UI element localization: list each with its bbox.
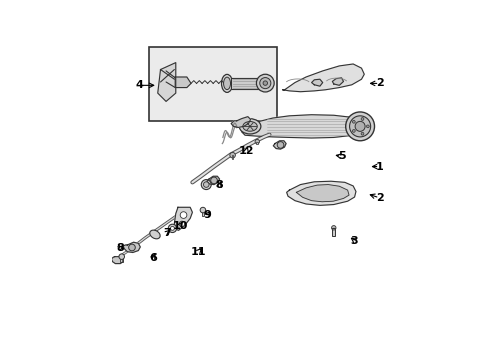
Bar [201,210,204,216]
Ellipse shape [223,77,230,90]
Polygon shape [111,257,123,264]
Circle shape [179,221,184,227]
Circle shape [180,212,186,219]
Ellipse shape [239,119,260,134]
Circle shape [259,77,270,89]
Bar [120,257,123,262]
Text: 7: 7 [163,228,170,238]
Circle shape [119,254,124,260]
Circle shape [170,226,174,230]
Bar [231,155,233,159]
Text: 2: 2 [375,193,383,203]
Polygon shape [158,63,175,102]
Polygon shape [296,185,348,202]
Circle shape [360,132,363,135]
Bar [256,141,258,144]
Ellipse shape [221,75,232,93]
Polygon shape [206,176,219,185]
Text: 9: 9 [203,210,211,220]
Circle shape [255,139,259,144]
Circle shape [263,81,267,85]
Circle shape [345,112,374,141]
Circle shape [349,116,370,137]
Ellipse shape [149,230,160,239]
Circle shape [201,180,211,190]
Circle shape [352,120,354,123]
Polygon shape [332,78,343,85]
Polygon shape [175,77,191,87]
Polygon shape [311,79,322,86]
Text: 5: 5 [337,151,345,161]
Polygon shape [174,207,192,230]
Polygon shape [273,141,285,149]
Polygon shape [282,64,364,92]
Circle shape [277,141,284,148]
Circle shape [200,207,205,213]
Circle shape [354,121,365,131]
Text: 3: 3 [350,235,358,246]
Circle shape [210,177,217,184]
Text: 2: 2 [375,78,383,89]
Text: 8: 8 [215,180,223,190]
Text: 1: 1 [375,162,383,172]
Polygon shape [241,115,359,138]
Polygon shape [231,117,250,127]
Text: 6: 6 [149,253,157,263]
Circle shape [360,118,363,120]
Text: 11: 11 [190,247,206,257]
Bar [149,48,276,121]
Polygon shape [123,242,140,252]
Circle shape [229,152,235,158]
Circle shape [256,74,274,92]
Bar [331,228,335,237]
Circle shape [168,224,176,233]
Polygon shape [231,77,261,89]
Circle shape [128,244,135,251]
Circle shape [203,182,208,187]
Text: 8: 8 [116,243,124,253]
Circle shape [366,125,368,128]
Ellipse shape [243,122,257,131]
Circle shape [352,130,354,132]
Text: 10: 10 [172,221,187,231]
Polygon shape [286,181,355,205]
Circle shape [331,226,335,230]
Text: 4: 4 [135,80,143,90]
Text: 12: 12 [238,146,254,156]
